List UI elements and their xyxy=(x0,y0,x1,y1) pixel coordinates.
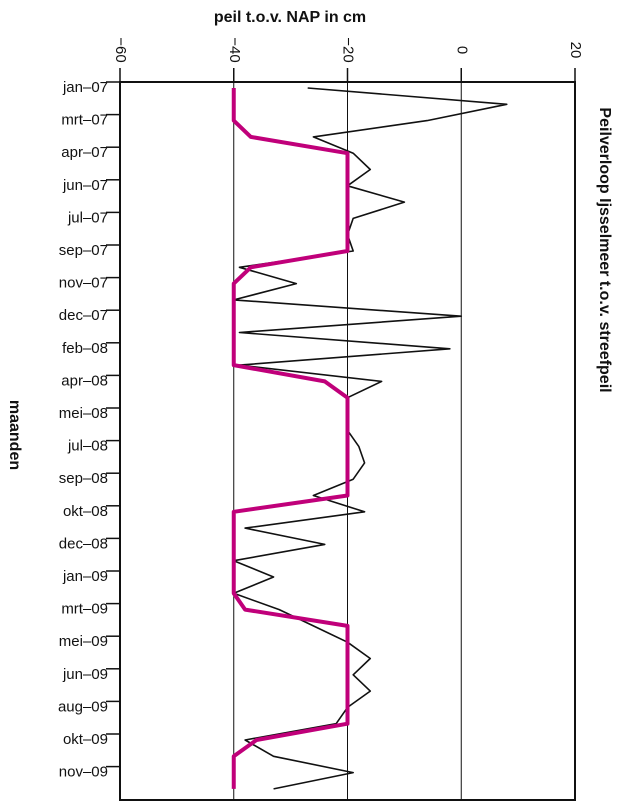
x-tick-label: 0 xyxy=(453,46,470,54)
y-tick-label: jan–09 xyxy=(62,568,108,585)
x-tick-label: −60 xyxy=(112,37,129,62)
y-tick-label: sep–08 xyxy=(59,470,108,487)
y-tick-label: jul–08 xyxy=(67,438,108,455)
y-tick-label: sep–07 xyxy=(59,242,108,259)
x-tick-label: −20 xyxy=(340,37,357,62)
y-tick-label: feb–08 xyxy=(62,340,108,357)
y-tick-label: mrt–07 xyxy=(61,112,108,129)
y-tick-label: dec–08 xyxy=(59,535,108,552)
y-tick-label: nov–09 xyxy=(59,764,108,781)
y-tick-label: jun–09 xyxy=(62,666,108,683)
x-tick-label: 20 xyxy=(567,42,584,59)
x-axis-label: peil t.o.v. NAP in cm xyxy=(214,9,366,26)
y-axis-label: maanden xyxy=(6,400,23,470)
y-tick-label: okt–08 xyxy=(63,503,108,520)
y-tick-label: mrt–09 xyxy=(61,601,108,618)
y-tick-label: jan–07 xyxy=(62,79,108,96)
y-tick-label: mei–08 xyxy=(59,405,108,422)
y-tick-label: aug–09 xyxy=(58,698,108,715)
y-tick-label: apr–08 xyxy=(61,372,108,389)
y-tick-label: dec–07 xyxy=(59,307,108,324)
y-tick-label: nov–07 xyxy=(59,275,108,292)
y-tick-label: jun–07 xyxy=(62,177,108,194)
x-tick-label: −40 xyxy=(226,37,243,62)
data-line xyxy=(231,88,350,789)
y-tick-label: apr–07 xyxy=(61,144,108,161)
y-tick-label: mei–09 xyxy=(59,633,108,650)
data-line xyxy=(232,87,508,790)
chart-title: Peilverloop Ijsselmeer t.o.v. streefpeil xyxy=(596,107,613,392)
y-tick-label: jul–07 xyxy=(67,209,108,226)
y-tick-label: okt–09 xyxy=(63,731,108,748)
